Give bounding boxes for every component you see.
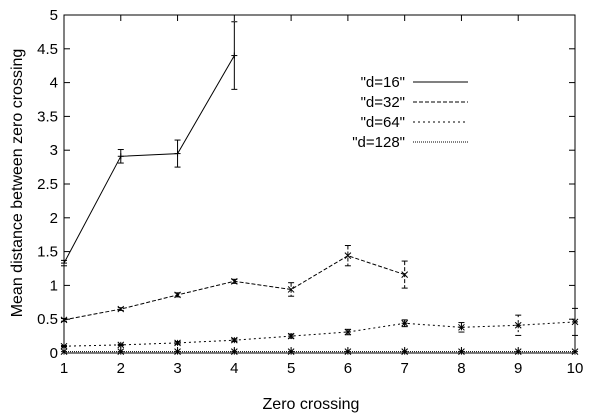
data-point <box>174 291 181 299</box>
x-axis: 1 2 3 4 5 6 7 8 9 10 <box>60 15 584 377</box>
data-point <box>174 339 181 347</box>
x-tick-label: 2 <box>117 360 125 377</box>
plot-border <box>63 14 576 354</box>
legend-label: "d=32" <box>361 94 405 111</box>
y-tick-label: 4.5 <box>37 41 58 58</box>
y-tick-label: 2.5 <box>37 176 58 193</box>
series-line <box>63 55 235 264</box>
data-point <box>344 328 352 336</box>
series-line <box>63 255 405 321</box>
data-point <box>117 341 125 349</box>
error-bar <box>458 322 465 333</box>
data-point <box>514 321 522 329</box>
error-bar <box>572 307 578 336</box>
data-point <box>514 348 522 356</box>
data-point <box>117 305 125 313</box>
x-tick-label: 9 <box>514 360 522 377</box>
data-point <box>230 336 238 344</box>
series-line <box>63 321 576 347</box>
error-bar <box>344 245 351 267</box>
series-1 <box>61 21 238 267</box>
x-tick-label: 8 <box>457 360 465 377</box>
data-point <box>287 286 295 293</box>
x-tick-label: 1 <box>60 360 68 377</box>
data-point <box>571 348 579 356</box>
data-point <box>117 153 124 160</box>
data-point <box>174 348 181 356</box>
y-tick-label: 5 <box>50 7 58 24</box>
data-point <box>61 260 67 267</box>
y-axis-label: Mean distance between zero crossing <box>9 49 26 318</box>
y-tick-label: 0 <box>50 345 58 362</box>
data-point <box>230 277 238 285</box>
x-tick-label: 10 <box>567 360 584 377</box>
y-axis: 0 0.5 1 1.5 2 2.5 3 3.5 4 4.5 5 <box>37 7 575 362</box>
data-point <box>60 348 68 356</box>
x-tick-label: 3 <box>173 360 181 377</box>
y-tick-label: 2 <box>50 210 58 227</box>
data-point <box>287 348 295 356</box>
y-tick-label: 4 <box>50 75 58 92</box>
data-point <box>60 316 68 324</box>
y-tick-label: 1.5 <box>37 244 58 261</box>
data-point <box>401 348 409 356</box>
y-tick-label: 0.5 <box>37 311 58 328</box>
data-point <box>401 319 409 327</box>
x-axis-label: Zero crossing <box>263 396 360 413</box>
data-point <box>60 342 68 350</box>
series-2 <box>60 245 409 324</box>
data-point <box>458 323 465 331</box>
x-tick-label: 7 <box>400 360 408 377</box>
legend-label: "d=128" <box>352 134 405 151</box>
data-point <box>401 271 409 278</box>
data-point <box>230 348 238 356</box>
data-point <box>117 348 125 356</box>
plot-area <box>63 14 576 354</box>
data-point <box>287 332 295 340</box>
x-tick-label: 5 <box>287 360 295 377</box>
data-point <box>231 52 238 59</box>
legend-label: "d=64" <box>361 114 405 131</box>
y-tick-label: 3.5 <box>37 108 58 125</box>
y-tick-label: 3 <box>50 142 58 159</box>
x-tick-label: 6 <box>344 360 352 377</box>
data-point <box>344 348 352 356</box>
data-point <box>174 150 181 157</box>
data-point <box>458 348 465 356</box>
series-4 <box>60 348 579 356</box>
data-point <box>344 252 352 260</box>
legend-label: "d=16" <box>361 74 405 91</box>
series-layer <box>60 21 579 356</box>
y-tick-label: 1 <box>50 277 58 294</box>
x-tick-label: 4 <box>230 360 238 377</box>
series-3 <box>60 307 579 350</box>
data-point <box>571 318 579 326</box>
legend: "d=16" "d=32" "d=64" "d=128" <box>352 74 468 151</box>
